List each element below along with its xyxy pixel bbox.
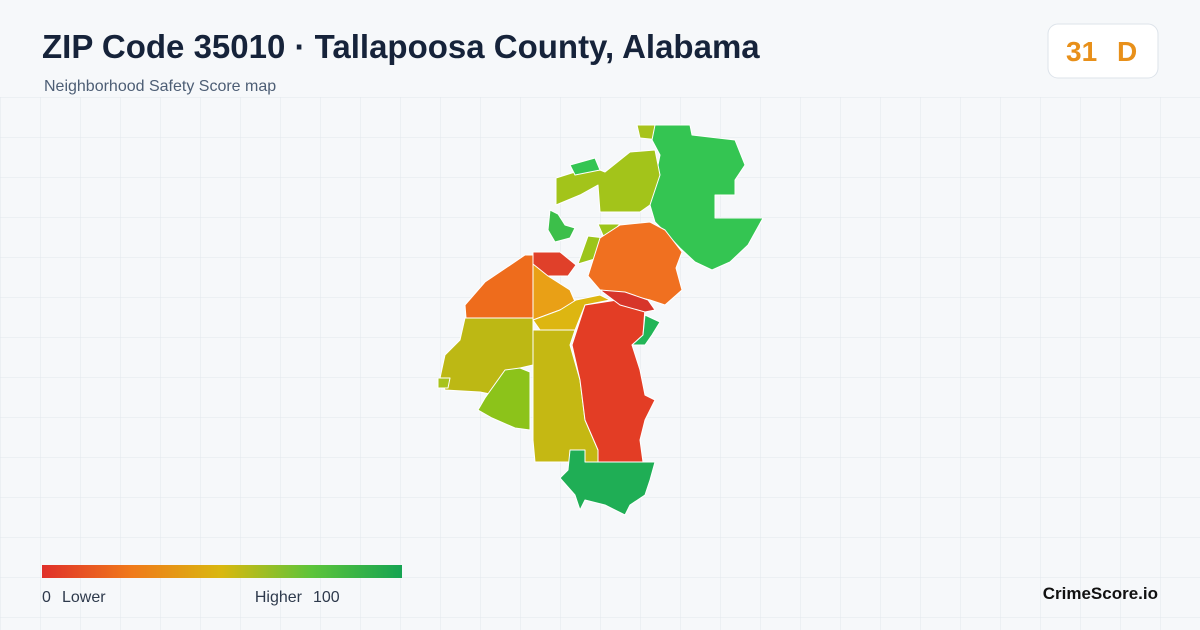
title: ZIP Code 35010 · Tallapoosa County, Alab… [42,28,760,65]
score-badge [1047,23,1159,79]
area [437,377,451,389]
area [631,314,661,346]
legend-scale [42,565,402,578]
zip-map [437,124,764,516]
area [547,209,576,243]
score: 31 [1066,36,1097,67]
legend-high-label: Higher [255,589,303,606]
area [555,149,661,213]
area [559,449,656,516]
area [477,367,531,431]
area [569,157,601,176]
subtitle: Neighborhood Safety Score map [44,78,276,95]
legend-low-label: Lower [62,589,106,606]
legend-max: 100 [313,589,340,606]
grade: D [1117,36,1137,67]
legend-min: 0 [42,589,51,606]
area [599,289,656,313]
brand: CrimeScore.io [1043,584,1158,603]
